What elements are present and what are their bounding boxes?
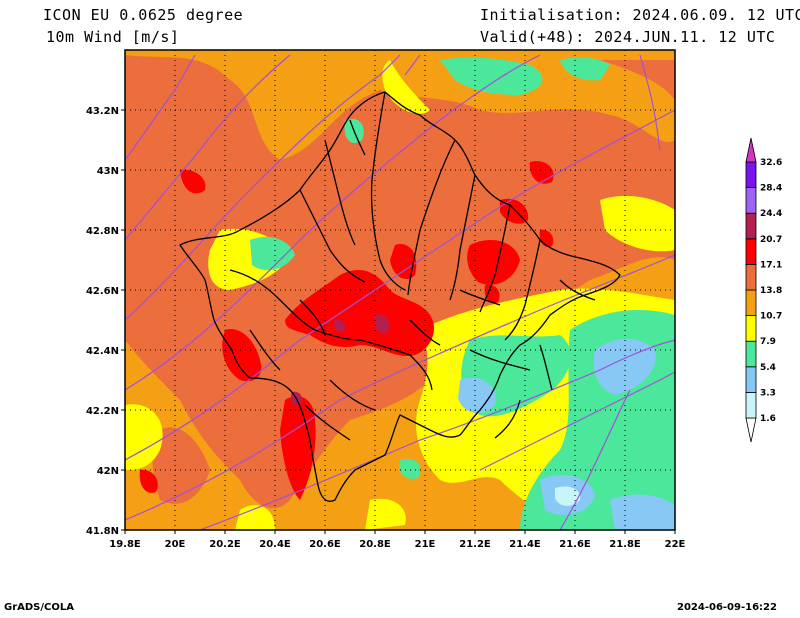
field-band (285, 270, 435, 357)
field-band (334, 319, 346, 333)
field-band (139, 469, 158, 493)
boundaries (179, 91, 621, 502)
legend-swatch (745, 289, 757, 317)
field-band (152, 427, 210, 504)
graticule (125, 50, 675, 530)
field-band (555, 486, 581, 506)
field-band (235, 505, 275, 530)
x-tick-label: 21.2E (459, 539, 491, 550)
legend-colorbar (745, 137, 757, 443)
y-tick-label: 42.4N (86, 346, 119, 357)
legend-swatch (745, 161, 757, 189)
field-band (222, 329, 262, 382)
x-tick-label: 20.8E (359, 539, 391, 550)
legend-label: 28.4 (760, 184, 782, 194)
legend-label: 17.1 (760, 260, 782, 270)
legend-swatch (745, 263, 757, 291)
field-band (600, 60, 675, 100)
legend-swatch (745, 340, 757, 368)
y-tick-label: 42.2N (86, 406, 119, 417)
axis-ticks (121, 109, 676, 534)
y-tick-label: 42.6N (86, 286, 119, 297)
legend-swatch (745, 137, 757, 163)
legend-label: 3.3 (760, 388, 776, 398)
initialisation-time: Initialisation: 2024.06.09. 12 UTC (480, 6, 800, 24)
y-tick-label: 43N (97, 166, 119, 177)
field-band (458, 377, 496, 414)
footer-credit: GrADS/COLA (4, 602, 74, 613)
wind-streamlines (125, 54, 675, 530)
legend-swatch (745, 238, 757, 265)
x-tick-label: 21.8E (609, 539, 641, 550)
x-tick-label: 20.2E (209, 539, 241, 550)
model-title: ICON EU 0.0625 degree (43, 6, 244, 24)
field-band (560, 57, 610, 81)
x-tick-label: 19.8E (109, 539, 141, 550)
field-band (610, 494, 675, 530)
footer-timestamp: 2024-06-09-16:22 (677, 602, 777, 613)
legend-label: 20.7 (760, 235, 782, 245)
field-band (467, 240, 520, 285)
legend-label: 13.8 (760, 286, 782, 296)
x-tick-label: 20.4E (259, 539, 291, 550)
legend-label: 1.6 (760, 414, 776, 424)
field-band (382, 60, 430, 114)
y-tick-label: 42N (97, 466, 119, 477)
x-tick-label: 21.6E (559, 539, 591, 550)
field-band (399, 458, 421, 479)
legend-swatch (745, 417, 757, 443)
legend-labels: 1.6 3.3 5.4 7.9 10.7 13.8 17.1 20.7 24.4 28.4 32.6 (760, 158, 782, 424)
legend-swatch (745, 366, 757, 393)
legend-label: 7.9 (760, 337, 776, 347)
y-tick-label: 43.2N (86, 106, 119, 117)
y-tick-label: 42.8N (86, 226, 119, 237)
field-band (365, 498, 406, 530)
y-tick-label: 41.8N (86, 526, 119, 537)
x-tick-label: 22E (665, 539, 686, 550)
valid-time: Valid(+48): 2024.JUN.11. 12 UTC (480, 28, 776, 46)
legend-swatch (745, 391, 757, 419)
field-band (600, 195, 675, 252)
field-band (180, 169, 206, 194)
field-band (390, 244, 417, 280)
x-tick-label: 20.6E (309, 539, 341, 550)
x-tick-label: 20E (165, 539, 186, 550)
field-band (593, 338, 656, 395)
field-band (374, 314, 390, 334)
field-band (484, 284, 500, 304)
legend-label: 32.6 (760, 158, 782, 168)
field-band (125, 404, 163, 470)
legend-swatch (745, 187, 757, 214)
variable-title: 10m Wind [m/s] (46, 28, 180, 46)
x-tick-label: 21.4E (509, 539, 541, 550)
legend-swatch (745, 315, 757, 342)
legend-label: 10.7 (760, 312, 782, 322)
wind-map: 19.8E 20E 20.2E 20.4E 20.6E 20.8E 21E 21.2E 21.4… (86, 49, 782, 550)
legend-label: 24.4 (760, 209, 782, 219)
field-band (440, 57, 543, 95)
field-band (125, 60, 178, 130)
legend-label: 5.4 (760, 363, 776, 373)
legend-swatch (745, 212, 757, 240)
field-band (250, 236, 295, 271)
x-axis-labels: 19.8E 20E 20.2E 20.4E 20.6E 20.8E 21E 21.2E 21.4… (109, 539, 685, 550)
x-tick-label: 21E (415, 539, 436, 550)
y-axis-labels: 41.8N 42N 42.2N 42.4N 42.6N 42.8N 43N 43.2N (86, 106, 119, 537)
